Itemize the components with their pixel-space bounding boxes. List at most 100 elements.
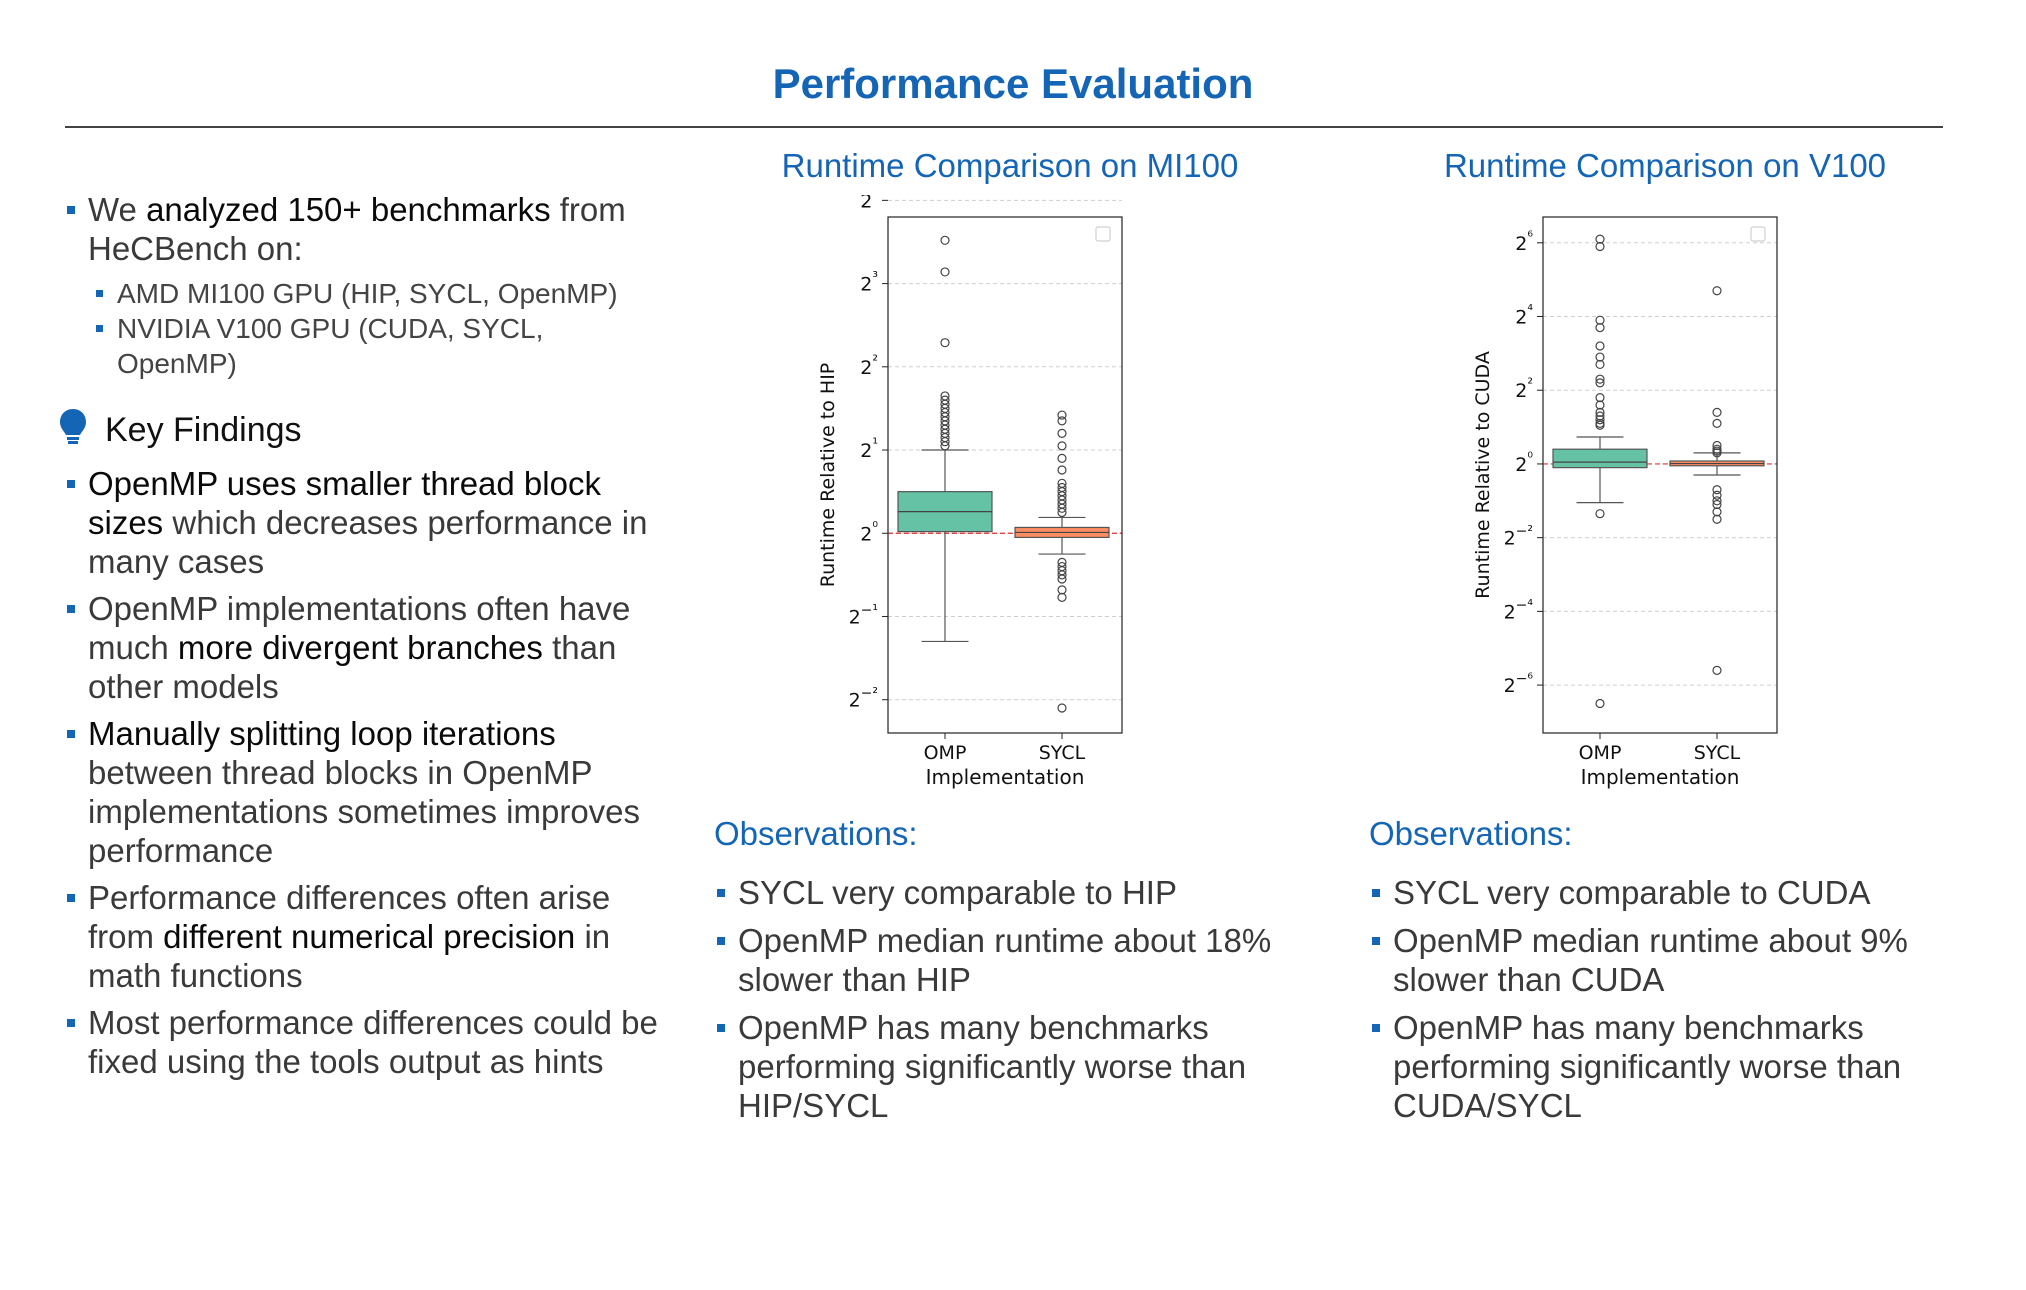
outlier-point	[940, 338, 950, 348]
y-axis-label: Runtime Relative to CUDA	[1472, 351, 1494, 599]
observation-text: SYCL very comparable to HIP	[738, 874, 1177, 911]
outlier-point	[1712, 496, 1722, 506]
outlier-point	[1057, 574, 1067, 584]
outlier-point	[1595, 698, 1605, 709]
bullet-square-icon	[96, 290, 103, 297]
outlier-point	[1057, 592, 1067, 602]
outlier-point	[1595, 378, 1605, 388]
bullet-square-icon	[717, 937, 725, 945]
bullet-square-icon	[1372, 1024, 1380, 1032]
outlier-point	[1712, 507, 1722, 517]
finding-bold: Manually splitting loop iterations	[88, 715, 556, 752]
outlier-point	[1712, 514, 1722, 524]
finding-bold: more divergent branches	[177, 629, 543, 666]
outlier-point	[1595, 359, 1605, 370]
chart-title-v100: Runtime Comparison on V100	[1443, 147, 1887, 184]
key-findings-heading: Key Findings	[60, 409, 665, 450]
finding-post: than other models	[88, 629, 617, 705]
bullet-square-icon	[67, 480, 75, 488]
outlier-point	[1595, 420, 1605, 430]
y-tick-label: 2−⁴	[1504, 597, 1534, 623]
finding-item: Manually splitting loop iterations betwe…	[65, 714, 665, 870]
intro-pre: We	[88, 191, 147, 228]
y-tick-label: 2⁰	[1515, 450, 1533, 476]
key-findings-label: Key Findings	[105, 411, 302, 449]
finding-post: which decreases performance in many case…	[88, 504, 648, 580]
outlier-point	[1057, 507, 1067, 518]
sub-item-label: AMD MI100 GPU (HIP, SYCL, OpenMP)	[117, 278, 618, 309]
plot-frame	[887, 216, 1123, 734]
outlier-point	[1595, 315, 1605, 325]
y-tick-label: 2−⁶	[1504, 671, 1534, 697]
slide-title: Performance Evaluation	[772, 60, 1254, 107]
bullet-square-icon	[1372, 937, 1380, 945]
y-tick-label: 2²	[1515, 376, 1533, 402]
outlier-point	[1595, 352, 1605, 362]
sub-item-mi100: AMD MI100 GPU (HIP, SYCL, OpenMP)	[65, 276, 665, 311]
bullet-square-icon	[67, 605, 75, 613]
outlier-point	[1595, 415, 1605, 425]
x-tick-label: OMP	[924, 742, 967, 764]
bullet-square-icon	[1372, 889, 1380, 897]
outlier-point	[1595, 400, 1605, 410]
outlier-point	[1057, 503, 1067, 513]
bullet-square-icon	[67, 894, 75, 902]
outlier-point	[1712, 440, 1722, 451]
x-axis-label: Implementation	[1581, 765, 1740, 789]
bullet-square-icon	[717, 1024, 725, 1032]
observation-item: OpenMP has many benchmarks performing si…	[1370, 1008, 1950, 1125]
intro-post: from HeCBench on:	[88, 191, 626, 267]
findings-list: OpenMP uses smaller thread block sizes w…	[65, 464, 665, 1081]
observations-list-v100: SYCL very comparable to CUDA OpenMP media…	[1370, 873, 1950, 1134]
outlier-point	[1057, 703, 1067, 713]
outlier-point	[1712, 407, 1722, 417]
bullet-square-icon	[67, 206, 75, 214]
legend-box	[1095, 226, 1111, 242]
outlier-point	[940, 441, 950, 451]
y-tick-label: 2⁰	[860, 519, 878, 545]
outlier-point	[940, 267, 950, 277]
observations-list-mi100: SYCL very comparable to HIP OpenMP median…	[715, 873, 1295, 1134]
outlier-point	[1057, 441, 1067, 451]
sub-item-label: NVIDIA V100 GPU (CUDA, SYCL, OpenMP)	[117, 313, 544, 379]
observation-text: OpenMP median runtime about 9% slower th…	[1393, 922, 1908, 998]
y-tick-label: 2²	[860, 353, 878, 379]
y-tick-label: 2⁴	[1515, 303, 1533, 329]
outlier-point	[1595, 341, 1605, 351]
finding-item: Most performance differences could be fi…	[65, 1003, 665, 1081]
outlier-point	[1057, 453, 1067, 463]
plot-frame	[1542, 216, 1778, 734]
box-omp	[1552, 448, 1648, 469]
observation-text: SYCL very comparable to CUDA	[1393, 874, 1871, 911]
observation-item: OpenMP has many benchmarks performing si…	[715, 1008, 1295, 1125]
finding-post: in math functions	[88, 918, 611, 994]
observations-heading-mi100: Observations:	[714, 815, 918, 852]
outlier-point	[1057, 416, 1067, 426]
outlier-point	[1057, 585, 1067, 595]
outlier-point	[1712, 490, 1722, 500]
outlier-point	[1057, 465, 1067, 475]
outlier-point	[940, 235, 950, 245]
finding-bold: OpenMP uses smaller thread block sizes	[88, 465, 601, 541]
outlier-point	[1712, 448, 1722, 458]
y-tick-label: 2−²	[1504, 524, 1533, 550]
outlier-point	[1057, 428, 1067, 438]
chart-title-mi100: Runtime Comparison on MI100	[781, 147, 1239, 184]
title-divider	[65, 126, 1943, 128]
outlier-point	[1057, 570, 1067, 580]
finding-item: OpenMP implementations often have much m…	[65, 589, 665, 706]
x-tick-label: OMP	[1579, 742, 1622, 764]
finding-post: between thread blocks in OpenMP implemen…	[88, 754, 641, 869]
outlier-point	[1712, 418, 1722, 428]
sub-item-v100: NVIDIA V100 GPU (CUDA, SYCL, OpenMP)	[65, 311, 665, 381]
bullet-square-icon	[717, 889, 725, 897]
y-tick-label: 2⁶	[1515, 229, 1533, 255]
outlier-point	[1712, 499, 1722, 510]
observation-item: OpenMP median runtime about 18% slower t…	[715, 921, 1295, 999]
outlier-point	[1712, 485, 1722, 495]
outlier-point	[1712, 665, 1722, 675]
y-tick-label: 2³	[860, 270, 878, 296]
outlier-point	[1595, 407, 1605, 417]
y-tick-label: 2⁴	[860, 195, 878, 212]
